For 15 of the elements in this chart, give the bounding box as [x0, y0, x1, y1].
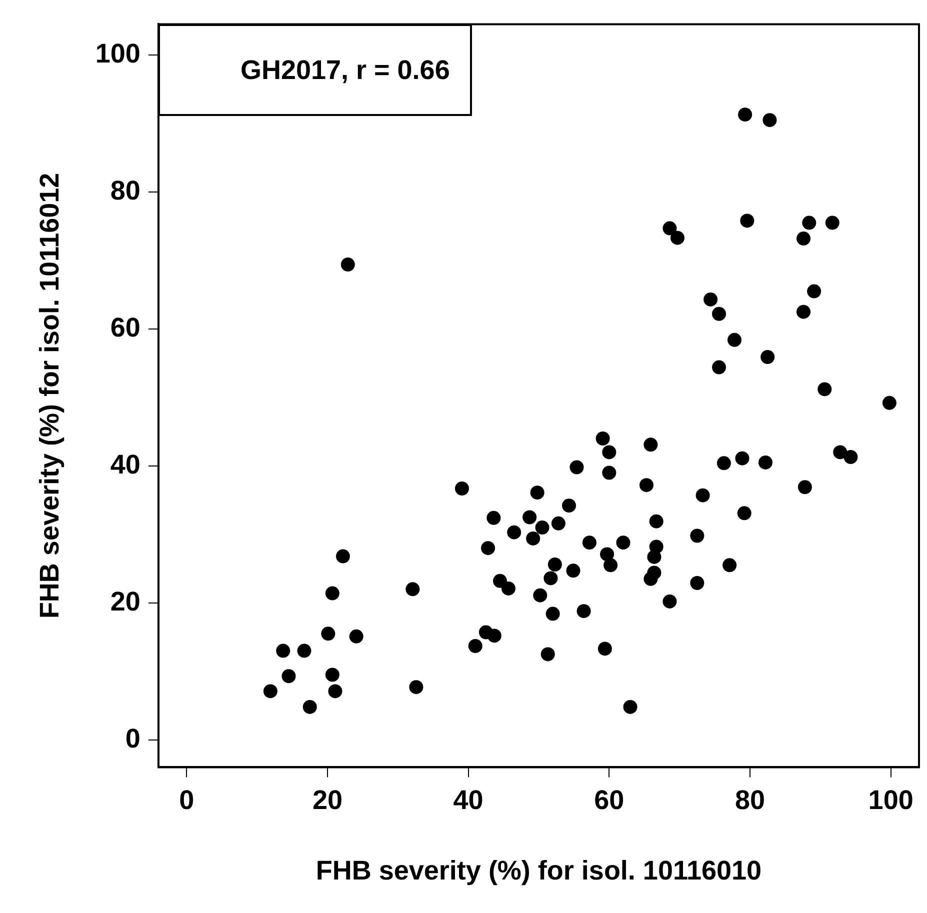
y-tick-label: 0	[125, 723, 140, 754]
y-tick-label: 20	[110, 586, 140, 616]
text-box: GH2017, r = 0.66	[158, 24, 472, 116]
x-tick-label: 100	[868, 784, 914, 815]
y-tick-label: 60	[110, 312, 140, 342]
x-tick-label: 40	[453, 784, 484, 815]
y-tick-label: 40	[110, 449, 140, 480]
x-tick-label: 0	[179, 784, 194, 815]
y-tick-label: 80	[110, 175, 140, 206]
x-axis-title: FHB severity (%) for isol. 10116010	[316, 855, 762, 886]
x-tick-label: 20	[312, 784, 342, 815]
y-axis-title: FHB severity (%) for isol. 10116012	[34, 172, 65, 619]
x-tick-label: 60	[594, 784, 624, 815]
y-tick-label: 100	[95, 38, 140, 68]
x-tick-label: 80	[734, 784, 766, 815]
